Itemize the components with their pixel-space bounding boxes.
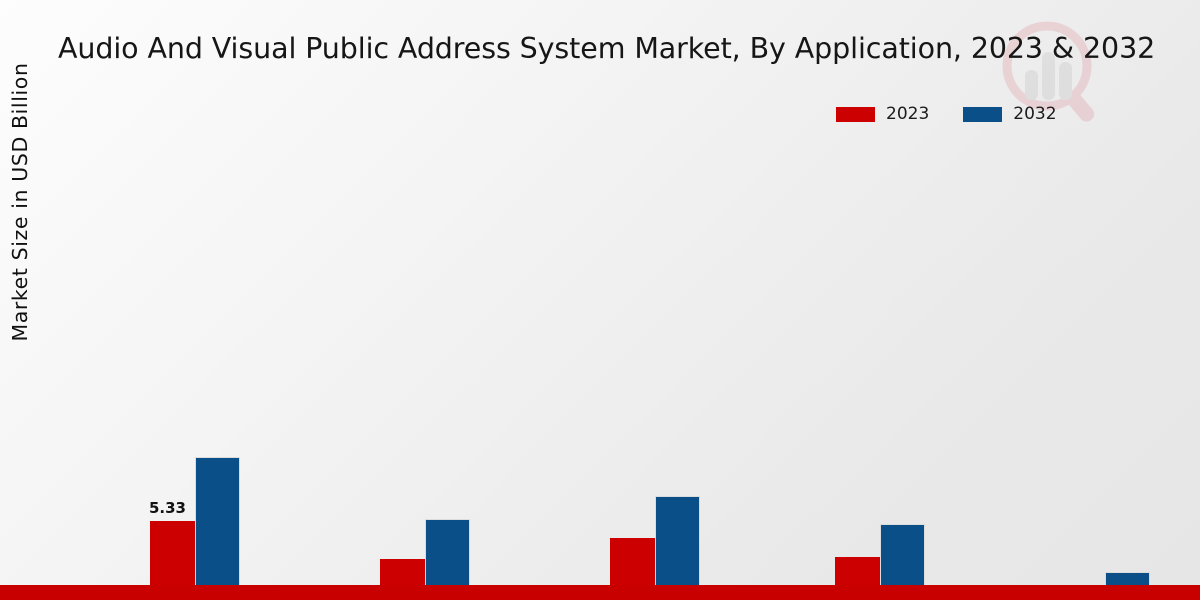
legend-swatch-2023 [836,106,875,122]
plot-area: 5.33 CorporateEventsEducationEntertainme… [40,150,1200,600]
legend-label-2032: 2032 [1013,104,1057,124]
chart-legend: 2023 2032 [836,104,1057,124]
legend-item-2032[interactable]: 2032 [963,104,1057,124]
chart-title: Audio And Visual Public Address System M… [58,32,1156,65]
legend-swatch-2032 [963,106,1003,122]
bar-value-label-2023-1: 5.33 [148,499,186,517]
bar-2032-1[interactable] [195,457,240,600]
y-axis-title: Market Size in USD Billion [8,62,32,342]
legend-label-2023: 2023 [886,104,930,124]
bar-2032-3[interactable] [655,496,700,600]
footer-accent-band [0,585,1200,600]
legend-item-2023[interactable]: 2023 [836,104,929,124]
